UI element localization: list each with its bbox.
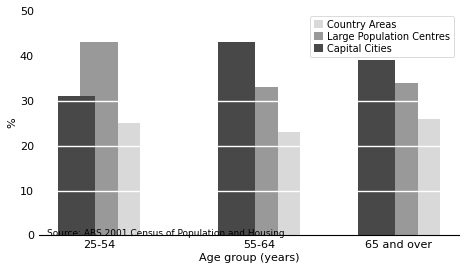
Bar xyxy=(103,123,140,235)
Text: Source: ABS 2001 Census of Population and Housing.: Source: ABS 2001 Census of Population an… xyxy=(47,229,288,238)
X-axis label: Age group (years): Age group (years) xyxy=(199,253,299,263)
Bar xyxy=(218,42,255,235)
Bar xyxy=(403,119,440,235)
Bar xyxy=(240,87,278,235)
Bar xyxy=(380,83,418,235)
Legend: Country Areas, Large Population Centres, Capital Cities: Country Areas, Large Population Centres,… xyxy=(310,16,454,58)
Bar xyxy=(263,132,300,235)
Y-axis label: %: % xyxy=(7,118,17,129)
Bar xyxy=(80,42,117,235)
Bar xyxy=(58,96,95,235)
Bar xyxy=(358,60,395,235)
